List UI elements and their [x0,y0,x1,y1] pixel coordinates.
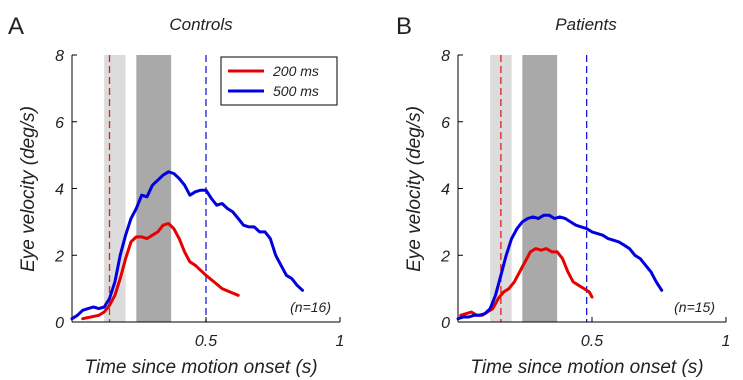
y-axis-label: Eye velocity (deg/s) [18,106,39,272]
x-axis-label: Time since motion onset (s) [470,357,703,378]
plot-area: 0 2 4 6 8 0.5 1 [440,48,730,350]
panel-title: Controls [169,15,233,34]
panel-letter: B [396,13,412,40]
series-line-500ms [70,170,304,321]
x-tick-label: 0.5 [581,333,603,350]
n-annotation: (n=15) [674,299,715,315]
panel-a: A Controls 0 2 4 6 8 0.5 1 Eye velocity (deg/s… [8,13,344,378]
panel-letter: A [8,13,24,40]
dark-band [136,55,172,322]
y-tick-label: 8 [441,48,450,65]
y-tick-label: 2 [440,248,450,265]
series-line-500ms [456,213,664,321]
y-tick-label: 0 [55,315,64,332]
x-tick-label: 1 [722,333,731,350]
plot-area: 0 2 4 6 8 0.5 1 [54,48,344,350]
dark-band [522,55,558,322]
n-annotation: (n=16) [290,299,331,315]
y-tick-label: 4 [55,182,64,199]
y-tick-label: 6 [55,115,64,132]
y-tick-label: 4 [441,182,450,199]
panel-title: Patients [555,15,617,34]
x-axis-label: Time since motion onset (s) [84,357,317,378]
series-line-200ms [81,222,240,321]
y-tick-label: 0 [441,315,450,332]
y-tick-label: 2 [54,248,64,265]
y-axis-label: Eye velocity (deg/s) [404,106,425,272]
panel-b: B Patients 0 2 4 6 8 0.5 1 Eye velocity (deg/s… [396,13,730,378]
legend-label-200ms: 200 ms [272,63,319,79]
x-tick-label: 1 [336,333,345,350]
legend: 200 ms 500 ms [220,56,338,106]
y-tick-label: 6 [441,115,450,132]
legend-box [220,56,338,106]
legend-label-500ms: 500 ms [273,83,319,99]
y-tick-label: 8 [55,48,64,65]
x-tick-label: 0.5 [195,333,217,350]
